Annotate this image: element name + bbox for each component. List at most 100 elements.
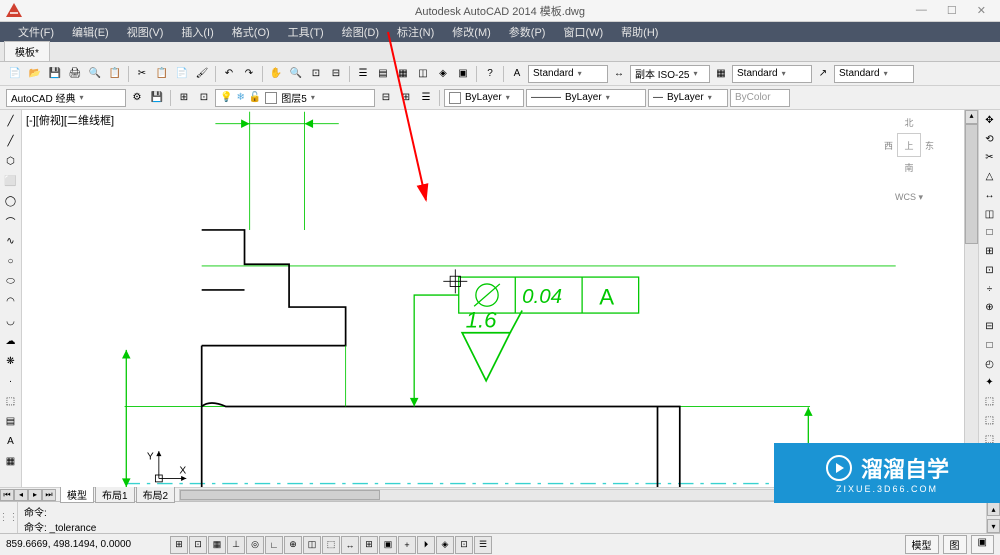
modify-tool-0[interactable]: ✥ xyxy=(981,112,999,129)
tab-first-button[interactable]: ⏮ xyxy=(0,489,14,501)
modify-tool-11[interactable]: ⊟ xyxy=(981,318,999,335)
draw-tool-16[interactable]: A xyxy=(2,432,20,450)
status-toggle-11[interactable]: ▣ xyxy=(379,536,397,554)
print-button[interactable]: 🖨 xyxy=(66,65,84,83)
lineweight-dropdown[interactable]: —ByLayer▾ xyxy=(648,89,728,107)
menu-item-5[interactable]: 工具(T) xyxy=(280,22,332,42)
cut-button[interactable]: ✂ xyxy=(133,65,151,83)
table-style-icon[interactable]: ▦ xyxy=(712,65,730,83)
menu-item-7[interactable]: 标注(N) xyxy=(389,22,442,42)
zoom-prev-button[interactable]: ⊟ xyxy=(327,65,345,83)
status-toggle-10[interactable]: ⊞ xyxy=(360,536,378,554)
status-toggle-8[interactable]: ⬚ xyxy=(322,536,340,554)
draw-tool-12[interactable]: ❋ xyxy=(2,352,20,370)
draw-tool-3[interactable]: ⬜ xyxy=(2,172,20,190)
status-toggle-14[interactable]: ◈ xyxy=(436,536,454,554)
draw-tool-9[interactable]: ◠ xyxy=(2,292,20,310)
drawing-canvas[interactable]: [-][俯视][二维线框] 北 西 上 东 南 WCS ▾ 0.04A1.6XY xyxy=(22,110,964,487)
menu-item-2[interactable]: 视图(V) xyxy=(119,22,172,42)
modify-tool-10[interactable]: ⊕ xyxy=(981,300,999,317)
modify-tool-13[interactable]: ◴ xyxy=(981,356,999,373)
new-button[interactable]: 📄 xyxy=(6,65,24,83)
menu-item-4[interactable]: 格式(O) xyxy=(224,22,278,42)
draw-tool-15[interactable]: ▤ xyxy=(2,412,20,430)
draw-tool-8[interactable]: ⬭ xyxy=(2,272,20,290)
status-toggle-9[interactable]: ↔ xyxy=(341,536,359,554)
draw-tool-2[interactable]: ⬡ xyxy=(2,152,20,170)
zoom-window-button[interactable]: ⊡ xyxy=(307,65,325,83)
menu-item-9[interactable]: 参数(P) xyxy=(501,22,554,42)
layout-tab-1[interactable]: 布局1 xyxy=(95,486,135,503)
layer-props-button[interactable]: ⊞ xyxy=(175,89,193,107)
menu-item-0[interactable]: 文件(F) xyxy=(10,22,62,42)
plotstyle-dropdown[interactable]: ByColor xyxy=(730,89,790,107)
match-button[interactable]: 🖌 xyxy=(193,65,211,83)
modify-tool-5[interactable]: ◫ xyxy=(981,206,999,223)
status-toggle-1[interactable]: ⊡ xyxy=(189,536,207,554)
draw-tool-7[interactable]: ○ xyxy=(2,252,20,270)
status-toggle-15[interactable]: ⊡ xyxy=(455,536,473,554)
table-style-dropdown[interactable]: Standard▾ xyxy=(732,65,812,83)
tab-last-button[interactable]: ⏭ xyxy=(42,489,56,501)
modify-tool-16[interactable]: ⬚ xyxy=(981,412,999,429)
dim-style-dropdown[interactable]: 副本 ISO-25▾ xyxy=(630,65,710,83)
modify-tool-14[interactable]: ✦ xyxy=(981,375,999,392)
modify-tool-7[interactable]: ⊞ xyxy=(981,243,999,260)
layout-tab-2[interactable]: 布局2 xyxy=(136,486,176,503)
layer-dropdown[interactable]: 💡❄🔓 图层5▾ xyxy=(215,89,375,107)
help-button[interactable]: ? xyxy=(481,65,499,83)
draw-tool-11[interactable]: ☁ xyxy=(2,332,20,350)
linetype-dropdown[interactable]: ———ByLayer▾ xyxy=(526,89,646,107)
status-toggle-5[interactable]: ∟ xyxy=(265,536,283,554)
command-handle-icon[interactable]: ⋮⋮ xyxy=(0,512,19,523)
modify-tool-4[interactable]: ↔ xyxy=(981,187,999,204)
vertical-scrollbar[interactable]: ▴ ▾ xyxy=(964,110,978,487)
workspace-settings-icon[interactable]: ⚙ xyxy=(128,89,146,107)
menu-item-11[interactable]: 帮助(H) xyxy=(613,22,666,42)
draw-tool-14[interactable]: ⬚ xyxy=(2,392,20,410)
redo-button[interactable]: ↷ xyxy=(240,65,258,83)
markup-button[interactable]: ◈ xyxy=(434,65,452,83)
text-style-icon[interactable]: A xyxy=(508,65,526,83)
modify-tool-15[interactable]: ⬚ xyxy=(981,393,999,410)
menu-item-6[interactable]: 绘图(D) xyxy=(334,22,387,42)
draw-tool-17[interactable]: ▦ xyxy=(2,452,20,470)
draw-tool-4[interactable]: ◯ xyxy=(2,192,20,210)
text-style-dropdown[interactable]: Standard▾ xyxy=(528,65,608,83)
zoom-button[interactable]: 🔍 xyxy=(287,65,305,83)
layer-iso-button[interactable]: ⊟ xyxy=(377,89,395,107)
status-toggle-4[interactable]: ◎ xyxy=(246,536,264,554)
menu-item-10[interactable]: 窗口(W) xyxy=(555,22,611,42)
menu-item-8[interactable]: 修改(M) xyxy=(444,22,499,42)
modify-tool-1[interactable]: ⟲ xyxy=(981,131,999,148)
undo-button[interactable]: ↶ xyxy=(220,65,238,83)
status-right-2[interactable]: ▣ xyxy=(971,535,994,554)
status-toggle-16[interactable]: ☰ xyxy=(474,536,492,554)
menu-item-3[interactable]: 插入(I) xyxy=(173,22,221,42)
status-right-1[interactable]: 图 xyxy=(943,535,967,554)
draw-tool-0[interactable]: ╱ xyxy=(2,112,20,130)
dim-style-icon[interactable]: ↔ xyxy=(610,65,628,83)
draw-tool-5[interactable]: ⌒ xyxy=(2,212,20,230)
document-tab[interactable]: 模板* xyxy=(4,41,50,61)
open-button[interactable]: 📂 xyxy=(26,65,44,83)
status-toggle-0[interactable]: ⊞ xyxy=(170,536,188,554)
sheet-button[interactable]: ◫ xyxy=(414,65,432,83)
save-button[interactable]: 💾 xyxy=(46,65,64,83)
preview-button[interactable]: 🔍 xyxy=(86,65,104,83)
mleader-icon[interactable]: ↗ xyxy=(814,65,832,83)
layer-state-button[interactable]: ⊡ xyxy=(195,89,213,107)
calc-button[interactable]: ▣ xyxy=(454,65,472,83)
tool-palette-button[interactable]: ▦ xyxy=(394,65,412,83)
publish-button[interactable]: 📋 xyxy=(106,65,124,83)
command-scrollbar[interactable]: ▴▾ xyxy=(986,502,1000,533)
layout-tab-0[interactable]: 模型 xyxy=(60,486,94,503)
props-button[interactable]: ☰ xyxy=(354,65,372,83)
color-dropdown[interactable]: ByLayer▾ xyxy=(444,89,524,107)
close-button[interactable]: ✕ xyxy=(971,4,992,17)
minimize-button[interactable]: — xyxy=(910,4,933,17)
draw-tool-13[interactable]: · xyxy=(2,372,20,390)
modify-tool-8[interactable]: ⊡ xyxy=(981,262,999,279)
modify-tool-6[interactable]: □ xyxy=(981,225,999,242)
status-toggle-3[interactable]: ⊥ xyxy=(227,536,245,554)
